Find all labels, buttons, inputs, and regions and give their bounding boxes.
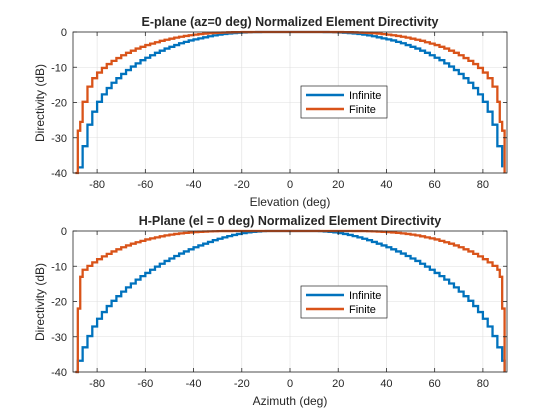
x-tick-label: -60	[137, 179, 153, 191]
y-tick-label: -40	[51, 367, 67, 379]
x-tick-label: -40	[186, 378, 202, 390]
x-tick-label: 60	[429, 378, 441, 390]
x-tick-label: -40	[186, 179, 202, 191]
y-tick-label: -30	[51, 133, 67, 145]
legend-label-finite: Finite	[349, 104, 376, 116]
x-tick-label: -20	[234, 378, 250, 390]
e-plane-xlabel: Elevation (deg)	[250, 195, 331, 209]
legend-box	[300, 85, 388, 119]
legend-label-infinite: Infinite	[349, 290, 381, 302]
h-plane-xlabel: Azimuth (deg)	[253, 394, 328, 408]
y-tick-label: -10	[51, 261, 67, 273]
x-tick-label: -20	[234, 179, 250, 191]
x-tick-label: 20	[332, 378, 344, 390]
x-tick-label: 60	[429, 179, 441, 191]
e-plane-axes: -80 -60 -40 -20 0 20 40 60 80 0 -10 -20 -30 -40 E-pla…	[33, 15, 508, 209]
y-tick-label: 0	[61, 27, 67, 39]
x-tick-label: -80	[89, 378, 105, 390]
y-tick-label: 0	[61, 226, 67, 238]
y-tick-label: -40	[51, 168, 67, 180]
x-tick-label: 80	[477, 378, 489, 390]
x-tick-label: 0	[287, 378, 293, 390]
x-tick-label: -80	[89, 179, 105, 191]
legend-label-infinite: Infinite	[349, 90, 381, 102]
y-tick-label: -10	[51, 62, 67, 74]
x-tick-label: 0	[287, 179, 293, 191]
y-tick-label: -30	[51, 332, 67, 344]
x-tick-label: 20	[332, 179, 344, 191]
h-plane-legend: Infinite Finite	[300, 285, 388, 319]
y-tick-label: -20	[51, 297, 67, 309]
x-tick-label: 80	[477, 179, 489, 191]
e-plane-ylabel: Directivity (dB)	[33, 64, 47, 142]
x-tick-label: -60	[137, 378, 153, 390]
x-tick-label: 40	[380, 179, 392, 191]
e-plane-legend: Infinite Finite	[300, 85, 388, 119]
e-plane-title: E-plane (az=0 deg) Normalized Element Di…	[142, 15, 439, 29]
x-tick-label: 40	[380, 378, 392, 390]
h-plane-ylabel: Directivity (dB)	[33, 263, 47, 341]
legend-label-finite: Finite	[349, 304, 376, 316]
h-plane-axes: -80 -60 -40 -20 0 20 40 60 80 0 -10 -20 -30 -40 H-Pla…	[33, 214, 508, 408]
h-plane-title: H-Plane (el = 0 deg) Normalized Element …	[139, 214, 442, 228]
legend-box	[300, 285, 388, 319]
y-tick-label: -20	[51, 98, 67, 110]
